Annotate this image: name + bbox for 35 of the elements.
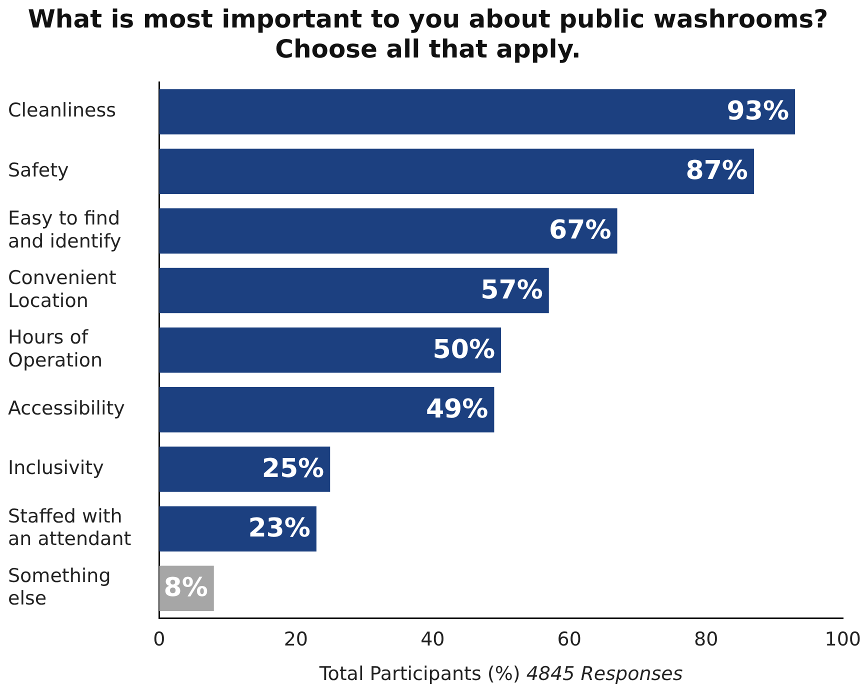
y-tick-label: Inclusivity	[8, 457, 104, 480]
data-label: 67%	[549, 216, 612, 246]
data-label: 25%	[262, 454, 324, 484]
bar	[159, 148, 754, 194]
data-label: 87%	[686, 156, 748, 186]
x-axis-title: Total Participants (%)	[318, 663, 520, 685]
data-label: 8%	[164, 573, 208, 604]
x-tick-label: 40	[420, 628, 445, 651]
bar	[159, 387, 494, 432]
bar	[159, 208, 618, 254]
bar	[159, 327, 502, 373]
y-tick-label: Hours of Operation	[8, 326, 103, 372]
y-tick-label: Staffed with an attendant	[8, 505, 132, 550]
y-tick-label: Convenient Location	[8, 267, 116, 312]
y-tick-label: Easy to find and identify	[8, 207, 122, 252]
x-tick-label: 100	[824, 628, 861, 651]
y-tick-label: Cleanliness	[8, 100, 116, 122]
chart-title: What is most important to you about public washrooms? Choose all that apply.	[28, 4, 828, 64]
bar	[159, 506, 316, 552]
y-tick-label: Something else	[8, 564, 111, 610]
data-label: 23%	[248, 514, 310, 544]
data-label: 50%	[432, 334, 496, 365]
x-tick-label: 0	[153, 628, 166, 651]
x-tick-label: 20	[284, 628, 308, 651]
data-label: 57%	[480, 275, 543, 306]
data-label: 49%	[426, 394, 488, 424]
data-label: 93%	[726, 96, 790, 127]
x-tick-label: 60	[557, 628, 582, 651]
y-tick-label: Safety	[8, 159, 69, 182]
bar	[159, 89, 796, 134]
text: 4845 Responses	[526, 663, 683, 685]
bar	[159, 268, 549, 314]
y-tick-label: Accessibility	[8, 398, 125, 420]
bar	[159, 446, 330, 492]
x-tick-label: 80	[694, 628, 718, 651]
